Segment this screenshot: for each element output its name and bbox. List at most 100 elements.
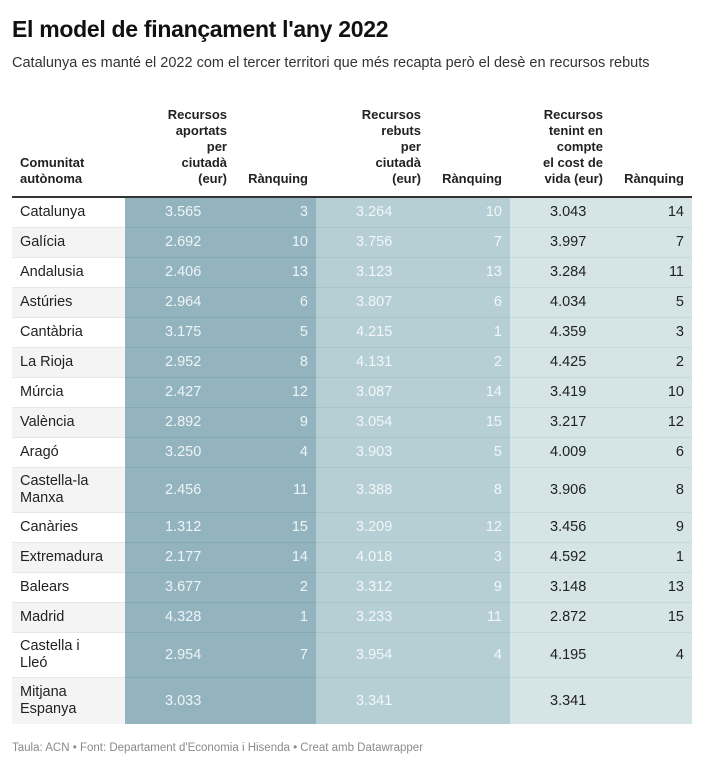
cell-rank-aportats: 5 [235, 317, 316, 348]
cell-aportats: 3.677 [125, 572, 235, 603]
table-row: Catalunya 3.565 3 3.264 10 3.043 14 [12, 197, 692, 228]
header-rank-cost-vida[interactable]: Rànquing [611, 107, 692, 198]
cell-aportats: 2.964 [125, 287, 235, 318]
cell-comunitat: Castella i Lleó [12, 632, 125, 678]
table-row: La Rioja 2.952 8 4.131 2 4.425 2 [12, 347, 692, 378]
cell-name-line: Castella i [20, 638, 80, 654]
cell-rank-aportats: 3 [235, 197, 316, 228]
cell-aportats: 2.427 [125, 377, 235, 408]
cell-aportats: 2.692 [125, 227, 235, 258]
header-line: compte [556, 139, 603, 154]
header-line: ciutadà [181, 155, 227, 170]
cell-name-line: Castella-la [20, 473, 89, 489]
cell-cost-vida: 3.217 [510, 407, 611, 438]
cell-rank-rebuts: 9 [429, 572, 510, 603]
cell-cost-vida: 3.148 [510, 572, 611, 603]
header-line: aportats [175, 123, 227, 138]
cell-rank-aportats: 11 [235, 467, 316, 513]
cell-rebuts: 4.215 [316, 317, 429, 348]
cell-cost-vida: 4.592 [510, 542, 611, 573]
cell-cost-vida: 3.341 [510, 677, 611, 724]
cell-rebuts: 3.954 [316, 632, 429, 678]
cell-aportats: 2.892 [125, 407, 235, 438]
table-row: Múrcia 2.427 12 3.087 14 3.419 10 [12, 377, 692, 408]
header-line: Comunitat [20, 155, 85, 170]
table-row: Astúries 2.964 6 3.807 6 4.034 5 [12, 287, 692, 318]
table-row: Balears 3.677 2 3.312 9 3.148 13 [12, 572, 692, 603]
cell-rebuts: 3.087 [316, 377, 429, 408]
cell-aportats: 2.406 [125, 257, 235, 288]
cell-rank-aportats: 4 [235, 437, 316, 468]
cell-cost-vida: 3.997 [510, 227, 611, 258]
cell-rebuts: 3.388 [316, 467, 429, 513]
cell-rank-rebuts [429, 677, 510, 724]
header-comunitat[interactable]: Comunitat autònoma [12, 107, 125, 198]
header-cost-vida[interactable]: Recursos tenint en compte el cost de vida (e… [510, 107, 611, 198]
cell-rank-rebuts: 7 [429, 227, 510, 258]
cell-rank-cost-vida: 10 [611, 377, 692, 408]
cell-rank-cost-vida: 15 [611, 602, 692, 633]
header-line: rebuts [381, 123, 421, 138]
header-line: per [400, 139, 421, 154]
cell-rank-cost-vida: 4 [611, 632, 692, 678]
cell-rebuts: 4.131 [316, 347, 429, 378]
header-line: ciutadà [375, 155, 421, 170]
cell-rank-cost-vida: 2 [611, 347, 692, 378]
header-rebuts[interactable]: Recursos rebuts per ciutadà (eur) [316, 107, 429, 198]
chart-subtitle: Catalunya es manté el 2022 com el tercer… [12, 55, 650, 71]
cell-comunitat: Balears [12, 572, 125, 603]
cell-rebuts: 3.903 [316, 437, 429, 468]
table-row: Extremadura 2.177 14 4.018 3 4.592 1 [12, 542, 692, 573]
cell-rank-cost-vida: 7 [611, 227, 692, 258]
cell-rank-aportats: 14 [235, 542, 316, 573]
header-aportats[interactable]: Recursos aportats per ciutadà (eur) [125, 107, 235, 198]
cell-rebuts: 3.233 [316, 602, 429, 633]
header-line: Rànquing [248, 171, 308, 186]
cell-rebuts: 3.123 [316, 257, 429, 288]
cell-rank-aportats: 15 [235, 512, 316, 543]
cell-rank-aportats: 9 [235, 407, 316, 438]
table-row: Canàries 1.312 15 3.209 12 3.456 9 [12, 512, 692, 543]
cell-rank-cost-vida: 11 [611, 257, 692, 288]
header-line: el cost de [543, 155, 603, 170]
cell-comunitat: La Rioja [12, 347, 125, 378]
cell-rank-aportats: 1 [235, 602, 316, 633]
cell-aportats: 1.312 [125, 512, 235, 543]
cell-aportats: 3.250 [125, 437, 235, 468]
cell-comunitat: Aragó [12, 437, 125, 468]
cell-rank-aportats: 13 [235, 257, 316, 288]
header-line: Recursos [543, 107, 603, 122]
header-rank-rebuts[interactable]: Rànquing [429, 107, 510, 198]
cell-rank-aportats: 6 [235, 287, 316, 318]
header-line: Recursos [167, 107, 227, 122]
header-line: Recursos [361, 107, 421, 122]
table-body: Catalunya 3.565 3 3.264 10 3.043 14 Galícia 2.69… [12, 197, 692, 724]
cell-comunitat: Extremadura [12, 542, 125, 573]
cell-rank-aportats: 7 [235, 632, 316, 678]
cell-rank-rebuts: 5 [429, 437, 510, 468]
cell-aportats: 4.328 [125, 602, 235, 633]
cell-rank-rebuts: 2 [429, 347, 510, 378]
cell-rank-rebuts: 4 [429, 632, 510, 678]
cell-comunitat: Galícia [12, 227, 125, 258]
cell-aportats: 2.954 [125, 632, 235, 678]
cell-rank-cost-vida: 9 [611, 512, 692, 543]
cell-aportats: 2.952 [125, 347, 235, 378]
cell-comunitat: Mitjana Espanya [12, 677, 125, 724]
cell-rank-aportats: 2 [235, 572, 316, 603]
header-line: tenint en [548, 123, 603, 138]
cell-aportats: 3.033 [125, 677, 235, 724]
table-row: Madrid 4.328 1 3.233 11 2.872 15 [12, 602, 692, 633]
cell-rank-rebuts: 11 [429, 602, 510, 633]
cell-aportats: 3.565 [125, 197, 235, 228]
header-rank-aportats[interactable]: Rànquing [235, 107, 316, 198]
table-row: Mitjana Espanya 3.033 3.341 3.341 [12, 677, 692, 724]
cell-cost-vida: 4.195 [510, 632, 611, 678]
cell-rank-cost-vida: 5 [611, 287, 692, 318]
header-line: Rànquing [624, 171, 684, 186]
cell-rank-cost-vida: 1 [611, 542, 692, 573]
table-row: Andalusia 2.406 13 3.123 13 3.284 11 [12, 257, 692, 288]
header-line: (eur) [198, 171, 227, 186]
cell-comunitat: Andalusia [12, 257, 125, 288]
